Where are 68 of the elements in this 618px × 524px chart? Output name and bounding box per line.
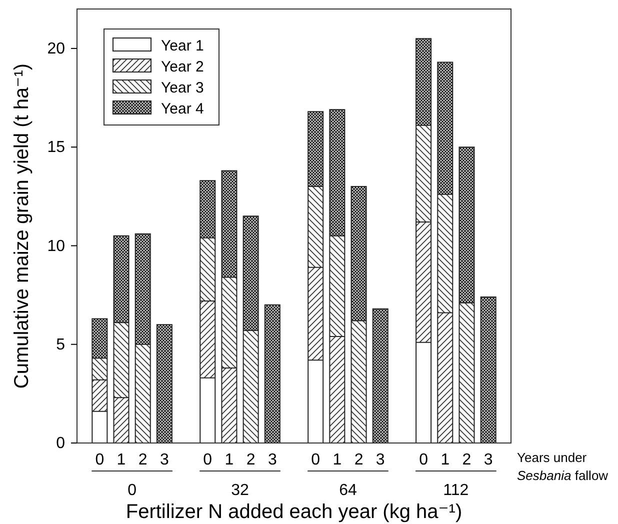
bar	[329, 235, 346, 337]
bar	[113, 235, 130, 324]
text: 112	[443, 482, 469, 499]
bar	[200, 180, 216, 238]
bar	[416, 124, 432, 223]
bar	[134, 344, 151, 444]
bar	[134, 233, 151, 345]
y-tick-label: 5	[56, 336, 66, 354]
bar	[308, 266, 324, 361]
x-tick-label: 1	[332, 451, 342, 468]
bar	[264, 304, 280, 444]
bar	[92, 318, 108, 359]
bar	[113, 322, 130, 398]
bar	[329, 109, 346, 236]
bar	[480, 296, 496, 444]
text: 32	[231, 482, 250, 499]
x-tick-label: 1	[440, 451, 450, 468]
bar	[350, 186, 367, 322]
bar	[329, 336, 346, 444]
legend-label: Year 2	[161, 58, 204, 76]
x-tick-label: 3	[376, 451, 385, 468]
x-tick-label: 2	[246, 451, 256, 468]
text: 64	[339, 482, 357, 499]
bar	[113, 397, 130, 444]
x-tick-label: 3	[484, 451, 493, 468]
x-tick-label: 1	[116, 451, 126, 468]
bar	[350, 320, 367, 444]
x-tick-label: 0	[203, 451, 212, 468]
bar	[416, 222, 432, 343]
bar	[308, 111, 324, 188]
bar	[416, 38, 432, 126]
text: Years under Sesbania fallow	[517, 450, 609, 483]
bar	[156, 324, 172, 444]
x-tick-label: 2	[354, 451, 364, 468]
x-tick-label: 2	[462, 451, 472, 468]
bar	[437, 312, 454, 444]
y-tick-label: 20	[47, 40, 66, 58]
x-tick-label: 3	[160, 451, 169, 468]
bar	[437, 194, 454, 314]
legend-label: Year 1	[161, 37, 204, 54]
text: 0	[128, 482, 137, 499]
x-tick-label: 0	[419, 451, 428, 468]
x-tick-label: 2	[138, 451, 148, 468]
bar	[458, 146, 475, 304]
y-tick-label: 0	[56, 435, 66, 452]
y-axis-title: Cumulative maize grain yield (t ha⁻¹)	[11, 63, 33, 389]
bar	[92, 358, 108, 380]
bar	[200, 237, 216, 302]
x-tick-label: 1	[224, 451, 234, 468]
bar	[200, 300, 216, 378]
bar	[221, 368, 238, 444]
bar	[221, 276, 238, 369]
bar	[92, 379, 108, 412]
bar	[308, 186, 324, 268]
x-tick-label: 3	[268, 451, 277, 468]
bar	[372, 308, 388, 444]
y-tick-label: 10	[47, 238, 66, 255]
bar	[458, 302, 475, 444]
bar	[221, 170, 238, 278]
bar	[242, 216, 259, 332]
x-tick-label: 0	[311, 451, 320, 468]
x-axis-title: Fertilizer N added each year (kg ha⁻¹)	[126, 501, 462, 523]
legend-label: Year 4	[161, 100, 204, 118]
x-tick-label: 0	[95, 451, 104, 468]
y-tick-label: 15	[47, 139, 66, 156]
bar	[242, 330, 259, 444]
legend-label: Year 3	[161, 79, 204, 96]
bar	[437, 62, 454, 195]
